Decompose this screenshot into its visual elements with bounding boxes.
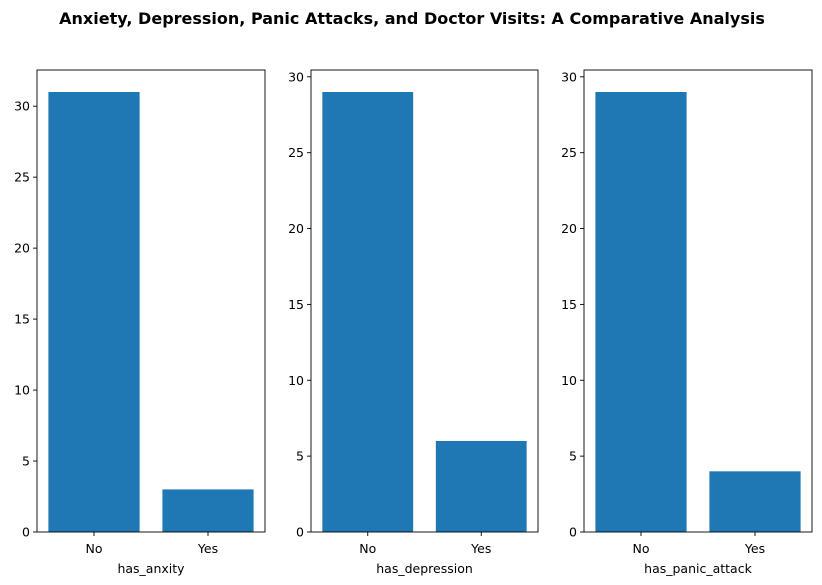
axes-frame (36, 69, 266, 533)
x-tick-label-yes: Yes (470, 541, 491, 556)
bar-no (48, 92, 140, 532)
axes-frame (310, 69, 539, 533)
y-tick-label: 30 (14, 99, 30, 114)
y-tick-label: 0 (22, 525, 30, 540)
y-tick-label: 5 (22, 454, 30, 469)
x-axis-label: has_depression (376, 561, 473, 576)
y-tick-label: 25 (288, 145, 304, 160)
bar-yes (435, 440, 527, 532)
x-tick-label-yes: Yes (197, 541, 218, 556)
subplot-2: 0 5 10 15 20 25 30 No Yes has_depression (288, 69, 539, 576)
subplot-1: 0 5 10 15 20 25 30 No Yes has_anxity (14, 69, 266, 576)
y-tick-label: 5 (296, 449, 304, 464)
x-tick-label-no: No (633, 541, 650, 556)
bar-no (322, 92, 414, 532)
x-axis-label: has_panic_attack (644, 561, 752, 576)
y-tick-label: 20 (561, 221, 577, 236)
y-tick-label: 20 (288, 221, 304, 236)
bar-yes (162, 489, 254, 532)
x-tick-label-no: No (86, 541, 103, 556)
x-tick-label-yes: Yes (744, 541, 765, 556)
y-tick-label: 5 (569, 449, 577, 464)
y-tick-label: 10 (14, 383, 30, 398)
subplot-3: 0 5 10 15 20 25 30 No Yes has_panic_attack (561, 69, 813, 576)
axes-frame (583, 69, 813, 533)
y-tick-label: 30 (288, 69, 304, 84)
y-tick-label: 10 (288, 373, 304, 388)
chart-title: Anxiety, Depression, Panic Attacks, and … (59, 9, 765, 28)
y-tick-label: 15 (561, 297, 577, 312)
y-tick-label: 15 (14, 312, 30, 327)
y-tick-label: 20 (14, 241, 30, 256)
y-tick-label: 10 (561, 373, 577, 388)
y-tick-label: 0 (569, 525, 577, 540)
y-tick-label: 0 (296, 525, 304, 540)
y-tick-label: 25 (14, 170, 30, 185)
y-tick-label: 30 (561, 69, 577, 84)
bar-no (595, 92, 687, 532)
y-tick-label: 25 (561, 145, 577, 160)
y-tick-label: 15 (288, 297, 304, 312)
bar-yes (709, 471, 801, 532)
x-axis-label: has_anxity (117, 561, 185, 576)
x-tick-label-no: No (359, 541, 376, 556)
